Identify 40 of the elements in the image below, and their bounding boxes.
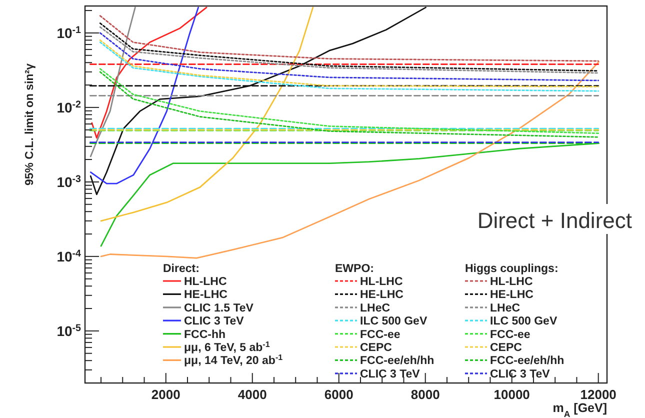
x-tick-label: 12000 (580, 387, 616, 402)
legend-label: LHeC (360, 302, 390, 314)
legend-label: FCC-ee/eh/hh (490, 355, 564, 368)
legend-label: CLIC 3 TeV (184, 316, 244, 328)
x-tick-label: 2000 (151, 387, 180, 402)
legend-label: LHeC (490, 302, 520, 314)
legend-label: ILC 500 GeV (360, 316, 428, 328)
legend-label: CLIC 3 TeV (360, 368, 420, 380)
legend-label: HL-LHC (490, 276, 533, 288)
legend-label: ILC 500 GeV (490, 316, 558, 328)
legend-label: CLIC 3 TeV (490, 368, 550, 380)
x-tick-label: 8000 (410, 387, 440, 402)
legend-label: FCC-hh (184, 328, 226, 341)
legend-label: FCC-ee (360, 328, 400, 341)
annotation: Higgs couplings: (465, 263, 558, 275)
x-tick-label: 6000 (324, 387, 354, 402)
annotation: EWPO: (335, 263, 374, 275)
legend-label: HE-LHC (184, 289, 228, 302)
legend-label: HL-LHC (360, 276, 403, 288)
legend-label: CEPC (360, 342, 392, 354)
legend-label: μμ, 6 TeV, 5 ab$^{-1}$ (184, 340, 270, 354)
legend-label: CLIC 1.5 TeV (184, 302, 254, 314)
legend-label: FCC-ee (490, 328, 530, 341)
y-tick-label: 10$^{-2}$ (56, 98, 82, 116)
legend-label: HE-LHC (490, 289, 534, 302)
y-axis-title: 95% C.L. limit on sin²γ (24, 62, 36, 186)
x-tick-label: 4000 (238, 387, 267, 402)
y-tick-label: 10$^{-1}$ (56, 24, 82, 41)
annotation: Direct + Indirect (477, 208, 632, 233)
y-tick-label: 10$^{-5}$ (56, 322, 82, 339)
y-tick-label: 10$^{-3}$ (56, 173, 82, 190)
y-tick-label: 10$^{-4}$ (56, 248, 82, 264)
legend-label: HE-LHC (360, 289, 404, 302)
legend-label: FCC-ee/eh/hh (360, 355, 434, 368)
legend-label: CEPC (490, 342, 522, 354)
x-axis-title: m$_{A}$ [GeV] (552, 401, 607, 418)
legend-label: HL-LHC (184, 276, 227, 288)
legend-title: Direct: (163, 263, 200, 275)
x-tick-label: 10000 (494, 387, 530, 402)
legend-label: μμ, 14 TeV, 20 ab$^{-1}$ (184, 352, 284, 368)
